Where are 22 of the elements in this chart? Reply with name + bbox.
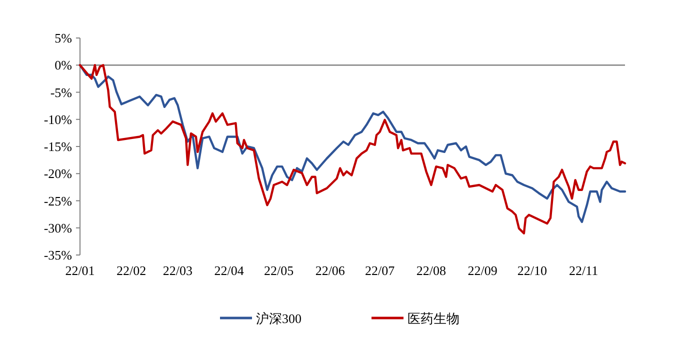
x-tick-label: 22/06: [315, 263, 346, 278]
x-tick-label: 22/10: [517, 263, 548, 278]
y-tick-label: -10%: [44, 112, 72, 127]
x-tick-label: 22/11: [569, 263, 598, 278]
legend-label: 医药生物: [408, 311, 460, 326]
legend-label: 沪深300: [256, 311, 302, 326]
x-tick-label: 22/09: [468, 263, 498, 278]
y-tick-label: -30%: [44, 220, 72, 236]
y-tick-label: -15%: [44, 139, 72, 154]
y-tick-label: -20%: [44, 166, 72, 182]
y-tick-label: -5%: [50, 84, 72, 100]
y-tick-label: -25%: [44, 193, 72, 208]
x-tick-label: 22/01: [65, 263, 95, 278]
x-tick-label: 22/05: [264, 263, 294, 278]
x-tick-label: 22/07: [365, 263, 396, 278]
y-tick-label: 5%: [54, 30, 72, 46]
x-tick-label: 22/04: [214, 263, 244, 278]
x-tick-label: 22/08: [416, 263, 446, 278]
y-tick-label: 0%: [54, 58, 72, 73]
x-tick-label: 22/02: [116, 263, 146, 278]
x-tick-label: 22/03: [162, 263, 193, 278]
y-tick-label: -35%: [44, 248, 72, 262]
